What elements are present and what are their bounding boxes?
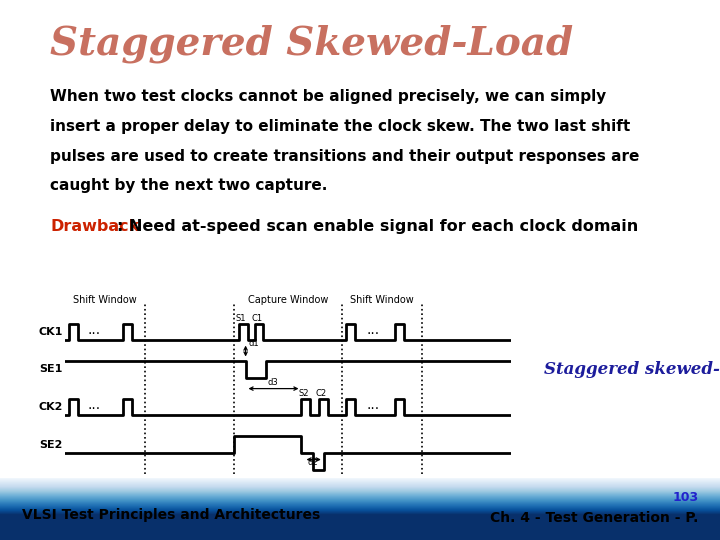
Text: Ch. 4 - Test Generation - P.: Ch. 4 - Test Generation - P. <box>490 511 698 525</box>
Text: d1: d1 <box>248 340 259 348</box>
Text: S1: S1 <box>236 314 246 323</box>
Text: ...: ... <box>366 323 379 338</box>
Text: caught by the next two capture.: caught by the next two capture. <box>50 178 328 193</box>
Text: pulses are used to create transitions and their output responses are: pulses are used to create transitions an… <box>50 148 640 164</box>
Text: d3: d3 <box>267 378 278 387</box>
Text: CK2: CK2 <box>38 402 63 412</box>
Text: S2: S2 <box>298 389 309 398</box>
Text: CK1: CK1 <box>38 327 63 337</box>
Text: VLSI Test Principles and Architectures: VLSI Test Principles and Architectures <box>22 508 320 522</box>
Text: 103: 103 <box>672 491 698 504</box>
Text: Shift Window: Shift Window <box>73 295 137 305</box>
Text: Staggered Skewed-Load: Staggered Skewed-Load <box>50 24 574 63</box>
Text: d2: d2 <box>307 458 318 468</box>
Text: Capture Window: Capture Window <box>248 295 328 305</box>
Text: Shift Window: Shift Window <box>350 295 413 305</box>
Text: When two test clocks cannot be aligned precisely, we can simply: When two test clocks cannot be aligned p… <box>50 89 607 104</box>
Text: Drawback: Drawback <box>50 219 140 234</box>
Text: C1: C1 <box>251 314 262 323</box>
Text: SE2: SE2 <box>39 440 63 449</box>
Text: SE1: SE1 <box>39 364 63 374</box>
Text: ...: ... <box>87 323 100 338</box>
Text: C2: C2 <box>316 389 327 398</box>
Text: Staggered skewed-load: Staggered skewed-load <box>544 361 720 379</box>
Text: ...: ... <box>87 399 100 413</box>
Text: ...: ... <box>366 399 379 413</box>
Text: insert a proper delay to eliminate the clock skew. The two last shift: insert a proper delay to eliminate the c… <box>50 119 631 134</box>
Text: : Need at-speed scan enable signal for each clock domain: : Need at-speed scan enable signal for e… <box>117 219 638 234</box>
